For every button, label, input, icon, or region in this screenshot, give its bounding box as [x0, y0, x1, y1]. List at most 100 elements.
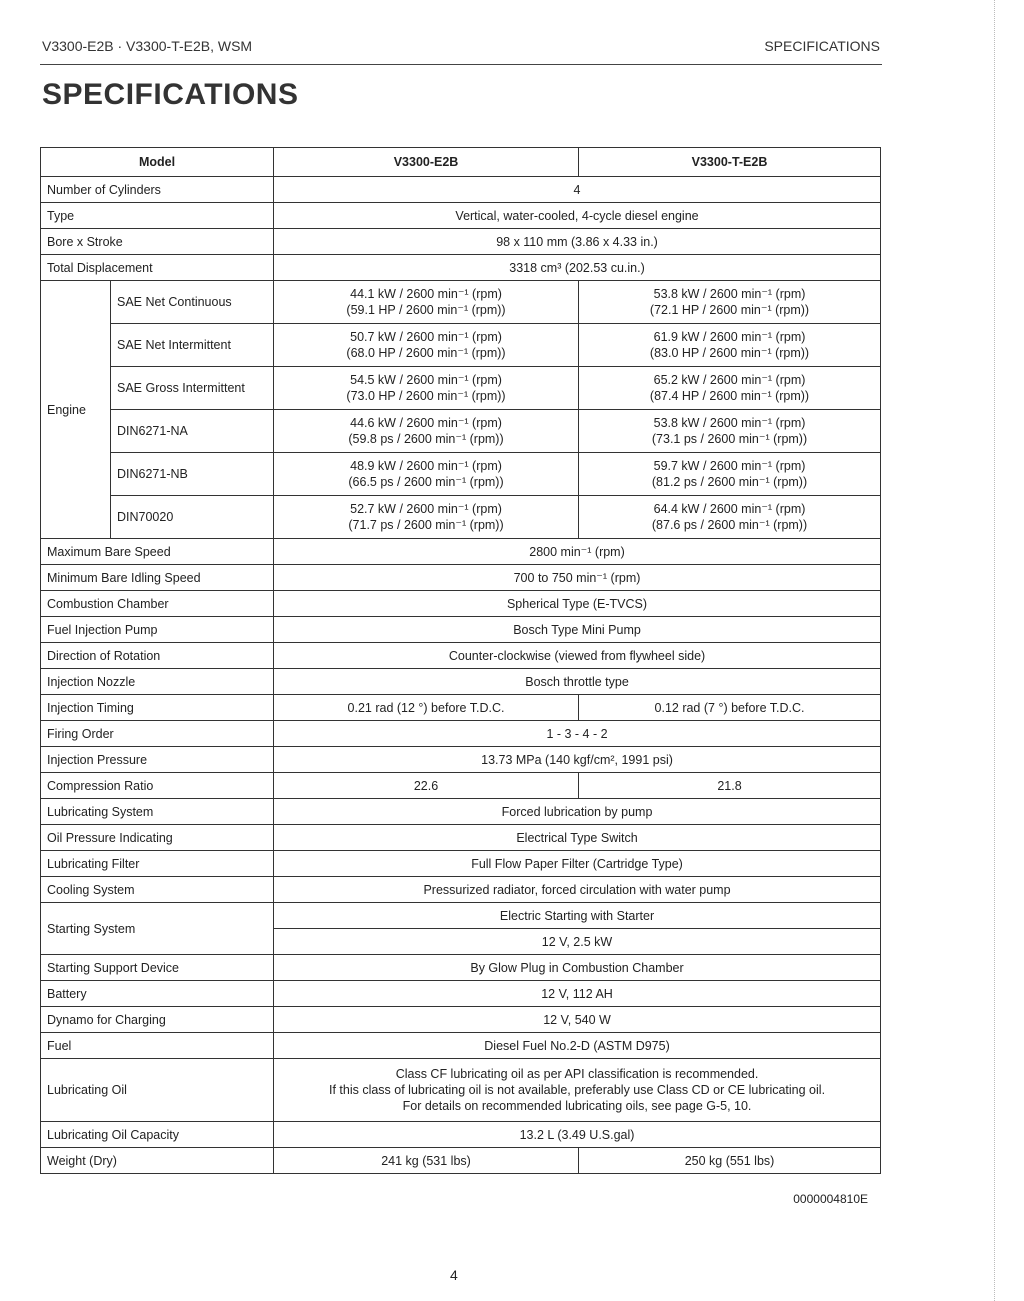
row-label: Number of Cylinders	[39, 176, 275, 203]
rating-label: SAE Gross Intermittent	[109, 366, 275, 410]
row-value: By Glow Plug in Combustion Chamber	[273, 954, 882, 981]
table-row: Injection Pressure 13.73 MPa (140 kgf/cm²…	[39, 746, 882, 773]
row-label: Type	[39, 202, 275, 229]
specifications-table: Model V3300-E2B V3300-T-E2B Number of Cy…	[39, 147, 882, 1174]
value-v3300-e2b: 44.1 kW / 2600 min⁻¹ (rpm) (59.1 HP / 260…	[273, 280, 580, 324]
row-value: Class CF lubricating oil as per API clas…	[273, 1058, 882, 1122]
row-value: Bosch Type Mini Pump	[273, 616, 882, 643]
row-value: Forced lubrication by pump	[273, 798, 882, 825]
rating-label: DIN70020	[109, 495, 275, 539]
row-value: 1 - 3 - 4 - 2	[273, 720, 882, 747]
table-row: Fuel Injection Pump Bosch Type Mini Pump	[39, 616, 882, 643]
value-v3300-t-e2b: 250 kg (551 lbs)	[578, 1147, 882, 1174]
value-v3300-t-e2b: 59.7 kW / 2600 min⁻¹ (rpm) (81.2 ps / 260…	[578, 452, 882, 496]
engine-label: Engine	[40, 280, 111, 539]
engine-output-row: DIN6271-NA 44.6 kW / 2600 min⁻¹ (rpm) (59.…	[41, 409, 882, 453]
value-v3300-e2b: 44.6 kW / 2600 min⁻¹ (rpm) (59.8 ps / 260…	[273, 409, 580, 453]
row-label: Minimum Bare Idling Speed	[39, 564, 275, 591]
table-row: Injection Timing 0.21 rad (12 °) before T…	[39, 694, 882, 721]
table-row: Maximum Bare Speed 2800 min⁻¹ (rpm)	[39, 538, 882, 565]
row-value: Spherical Type (E-TVCS)	[273, 590, 882, 617]
table-row: Lubricating Filter Full Flow Paper Filter…	[39, 850, 882, 877]
row-label: Lubricating Oil Capacity	[39, 1121, 275, 1148]
table-row: Weight (Dry) 241 kg (531 lbs) 250 kg (551 …	[39, 1147, 882, 1174]
table-row: Lubricating System Forced lubrication by …	[39, 798, 882, 825]
engine-output-row: SAE Gross Intermittent 54.5 kW / 2600 min…	[41, 366, 882, 410]
table-row: Lubricating Oil Class CF lubricating oil …	[39, 1058, 882, 1122]
value-v3300-t-e2b: 53.8 kW / 2600 min⁻¹ (rpm) (72.1 HP / 260…	[578, 280, 882, 324]
row-label: Lubricating Filter	[39, 850, 275, 877]
value-v3300-t-e2b: 21.8	[578, 772, 882, 799]
value-v3300-e2b: 0.21 rad (12 °) before T.D.C.	[273, 694, 580, 721]
row-value: Electrical Type Switch	[273, 824, 882, 851]
row-value: 13.2 L (3.49 U.S.gal)	[273, 1121, 882, 1148]
row-value: 2800 min⁻¹ (rpm)	[273, 538, 882, 565]
row-value: 12 V, 2.5 kW	[273, 928, 882, 955]
page-number: 4	[450, 1267, 458, 1283]
value-v3300-t-e2b: 61.9 kW / 2600 min⁻¹ (rpm) (83.0 HP / 260…	[578, 323, 882, 367]
document-id: 0000004810E	[793, 1192, 868, 1206]
running-header-right: SPECIFICATIONS	[764, 38, 880, 54]
row-value: 13.73 MPa (140 kgf/cm², 1991 psi)	[273, 746, 882, 773]
row-label: Compression Ratio	[39, 772, 275, 799]
engine-output-row: SAE Net Intermittent 50.7 kW / 2600 min⁻¹…	[41, 323, 882, 367]
value-v3300-e2b: 54.5 kW / 2600 min⁻¹ (rpm) (73.0 HP / 260…	[273, 366, 580, 410]
table-row: Bore x Stroke 98 x 110 mm (3.86 x 4.33 in…	[39, 228, 882, 255]
value-v3300-e2b: 241 kg (531 lbs)	[273, 1147, 580, 1174]
row-value: 4	[273, 176, 882, 203]
row-label: Total Displacement	[39, 254, 275, 281]
row-label: Fuel Injection Pump	[39, 616, 275, 643]
table-row: Firing Order 1 - 3 - 4 - 2	[39, 720, 882, 747]
running-header-left: V3300-E2B · V3300-T-E2B, WSM	[42, 38, 253, 54]
row-label: Lubricating Oil	[39, 1058, 275, 1122]
column-header-model: Model	[39, 147, 275, 177]
table-row: Starting Support Device By Glow Plug in C…	[39, 954, 882, 981]
row-value: Diesel Fuel No.2-D (ASTM D975)	[273, 1032, 882, 1059]
row-value: 98 x 110 mm (3.86 x 4.33 in.)	[273, 228, 882, 255]
rating-label: DIN6271-NA	[109, 409, 275, 453]
column-header-v3300-t-e2b: V3300-T-E2B	[578, 147, 882, 177]
table-row: Battery 12 V, 112 AH	[39, 980, 882, 1007]
row-value: Electric Starting with Starter	[273, 902, 882, 929]
table-header-row: Model V3300-E2B V3300-T-E2B	[39, 147, 882, 177]
row-label: Injection Timing	[39, 694, 275, 721]
table-row: Cooling System Pressurized radiator, forc…	[39, 876, 882, 903]
value-v3300-e2b: 50.7 kW / 2600 min⁻¹ (rpm) (68.0 HP / 260…	[273, 323, 580, 367]
engine-output-row: Engine SAE Net Continuous 44.1 kW / 2600 m…	[40, 280, 882, 539]
row-value: Full Flow Paper Filter (Cartridge Type)	[273, 850, 882, 877]
table-row: Oil Pressure Indicating Electrical Type S…	[39, 824, 882, 851]
row-value: 700 to 750 min⁻¹ (rpm)	[273, 564, 882, 591]
page-title: SPECIFICATIONS	[42, 78, 299, 111]
row-label: Injection Pressure	[39, 746, 275, 773]
row-label: Injection Nozzle	[39, 668, 275, 695]
row-label: Oil Pressure Indicating	[39, 824, 275, 851]
header-rule	[40, 64, 882, 65]
table-row: Injection Nozzle Bosch throttle type	[39, 668, 882, 695]
table-row: Total Displacement 3318 cm³ (202.53 cu.in…	[39, 254, 882, 281]
table-row: Compression Ratio 22.6 21.8	[39, 772, 882, 799]
row-label: Firing Order	[39, 720, 275, 747]
row-label: Weight (Dry)	[39, 1147, 275, 1174]
rating-label: SAE Net Intermittent	[109, 323, 275, 367]
table-row: Combustion Chamber Spherical Type (E-TVCS…	[39, 590, 882, 617]
row-value: Pressurized radiator, forced circulation…	[273, 876, 882, 903]
page-edge	[994, 0, 995, 1301]
row-label: Lubricating System	[39, 798, 275, 825]
row-value: 3318 cm³ (202.53 cu.in.)	[273, 254, 882, 281]
table-row: Direction of Rotation Counter-clockwise (…	[39, 642, 882, 669]
engine-output-row: DIN6271-NB 48.9 kW / 2600 min⁻¹ (rpm) (66.…	[41, 452, 882, 496]
table-row: Fuel Diesel Fuel No.2-D (ASTM D975)	[39, 1032, 882, 1059]
value-v3300-e2b: 48.9 kW / 2600 min⁻¹ (rpm) (66.5 ps / 260…	[273, 452, 580, 496]
table-row: Dynamo for Charging 12 V, 540 W	[39, 1006, 882, 1033]
row-value: Bosch throttle type	[273, 668, 882, 695]
rating-label: SAE Net Continuous	[109, 280, 275, 324]
row-label: Starting System	[39, 902, 275, 955]
row-label: Starting Support Device	[39, 954, 275, 981]
row-value: Counter-clockwise (viewed from flywheel …	[273, 642, 882, 669]
table-row: Lubricating Oil Capacity 13.2 L (3.49 U.S…	[39, 1121, 882, 1148]
rating-label: DIN6271-NB	[109, 452, 275, 496]
value-v3300-e2b: 22.6	[273, 772, 580, 799]
row-value: 12 V, 112 AH	[273, 980, 882, 1007]
value-v3300-e2b: 52.7 kW / 2600 min⁻¹ (rpm) (71.7 ps / 260…	[273, 495, 580, 539]
table-row: 12 V, 2.5 kW	[41, 928, 882, 955]
